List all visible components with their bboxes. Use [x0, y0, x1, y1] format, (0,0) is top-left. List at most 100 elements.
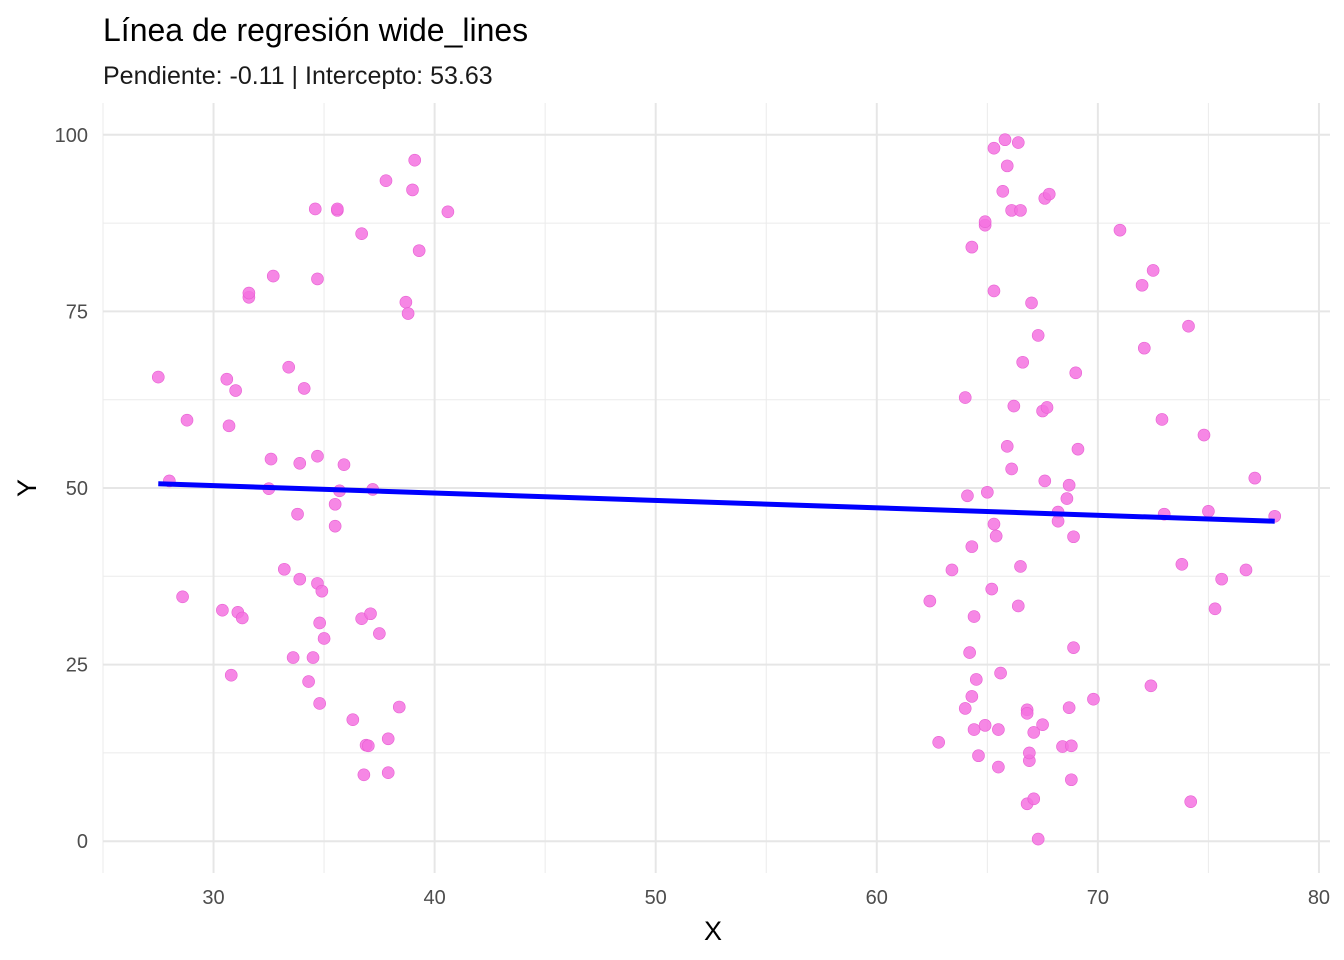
x-tick-label: 80	[1308, 887, 1330, 909]
data-point	[969, 673, 983, 686]
data-point	[293, 456, 307, 470]
data-point	[328, 519, 342, 533]
data-point	[1067, 641, 1080, 654]
data-point	[1014, 560, 1027, 573]
data-point	[989, 529, 1003, 543]
data-point	[967, 723, 981, 736]
data-point	[242, 286, 256, 300]
data-point	[328, 497, 342, 511]
y-tick-label: 25	[66, 655, 88, 677]
y-tick-label: 75	[66, 301, 88, 323]
data-point	[1113, 223, 1127, 237]
data-point	[266, 269, 280, 283]
data-point	[987, 141, 1001, 155]
data-point	[1144, 679, 1158, 693]
data-point	[994, 666, 1007, 680]
x-axis-title: X	[704, 916, 722, 946]
data-point	[1025, 296, 1038, 310]
data-point	[302, 675, 315, 688]
data-point	[1027, 792, 1041, 806]
data-point	[996, 185, 1010, 198]
data-point	[958, 702, 972, 715]
data-point	[1248, 471, 1262, 485]
data-point	[1038, 474, 1052, 488]
data-point	[1215, 572, 1228, 586]
data-point	[1060, 492, 1074, 505]
data-point	[1071, 442, 1085, 456]
x-tick-label: 40	[423, 887, 445, 909]
data-point	[1175, 557, 1189, 571]
data-point	[1208, 602, 1222, 616]
data-point	[961, 489, 974, 503]
data-point	[381, 732, 395, 746]
data-point	[361, 739, 375, 753]
data-point	[978, 719, 992, 732]
data-point	[932, 736, 945, 749]
data-point	[972, 749, 985, 763]
chart-title: Línea de regresión wide_lines	[103, 12, 528, 48]
data-point	[1031, 832, 1045, 846]
data-point	[277, 562, 291, 576]
regression-line	[158, 481, 1275, 524]
data-point	[373, 627, 386, 640]
y-axis-tick-labels: 0 25 50 75 100	[55, 125, 88, 853]
data-point	[958, 391, 972, 404]
data-point	[297, 382, 311, 395]
data-point	[392, 700, 406, 714]
data-point	[1031, 329, 1045, 342]
data-point	[412, 244, 426, 257]
data-point	[1146, 264, 1160, 277]
data-point	[1007, 399, 1021, 413]
data-point	[1000, 440, 1014, 453]
data-point	[355, 227, 368, 240]
data-point	[222, 419, 236, 433]
y-tick-label: 50	[66, 478, 88, 500]
data-point	[981, 485, 994, 499]
data-point	[1239, 563, 1253, 577]
data-point	[216, 603, 229, 617]
data-point	[357, 768, 371, 782]
data-point	[1005, 462, 1018, 476]
data-point	[1067, 530, 1080, 544]
data-point	[1036, 718, 1049, 731]
data-point	[399, 295, 413, 309]
data-point	[978, 215, 992, 228]
chart-subtitle: Pendiente: -0.11 | Intercepto: 53.63	[103, 62, 493, 90]
data-point	[381, 766, 395, 779]
data-point	[967, 610, 981, 623]
data-point	[176, 590, 189, 604]
x-tick-label: 50	[645, 887, 667, 909]
data-point	[229, 384, 242, 397]
x-axis-tick-labels: 30 40 50 60 70 80	[202, 887, 1330, 909]
data-point	[291, 507, 304, 521]
data-point	[364, 607, 377, 621]
data-point	[1069, 366, 1083, 380]
data-point	[992, 723, 1005, 736]
data-point	[1065, 739, 1078, 753]
data-point	[1040, 401, 1054, 414]
regression-line-group	[158, 481, 1275, 524]
data-point	[992, 760, 1005, 774]
data-point	[331, 202, 344, 216]
data-point	[1014, 204, 1027, 217]
y-tick-label: 100	[55, 125, 88, 147]
data-point	[286, 651, 300, 664]
data-point	[306, 651, 320, 664]
data-point	[963, 646, 976, 659]
data-point	[1202, 505, 1215, 518]
data-point	[406, 183, 419, 197]
data-point	[313, 697, 326, 710]
data-point	[315, 584, 329, 598]
data-point	[151, 370, 165, 384]
data-point	[180, 413, 194, 427]
data-point	[1042, 187, 1056, 201]
data-points	[151, 133, 1282, 846]
data-point	[1182, 319, 1195, 333]
data-point	[337, 458, 351, 471]
x-tick-label: 30	[202, 887, 224, 909]
data-point	[235, 611, 249, 625]
data-point	[1155, 413, 1169, 426]
data-point	[1065, 773, 1078, 787]
data-point	[987, 517, 1001, 531]
